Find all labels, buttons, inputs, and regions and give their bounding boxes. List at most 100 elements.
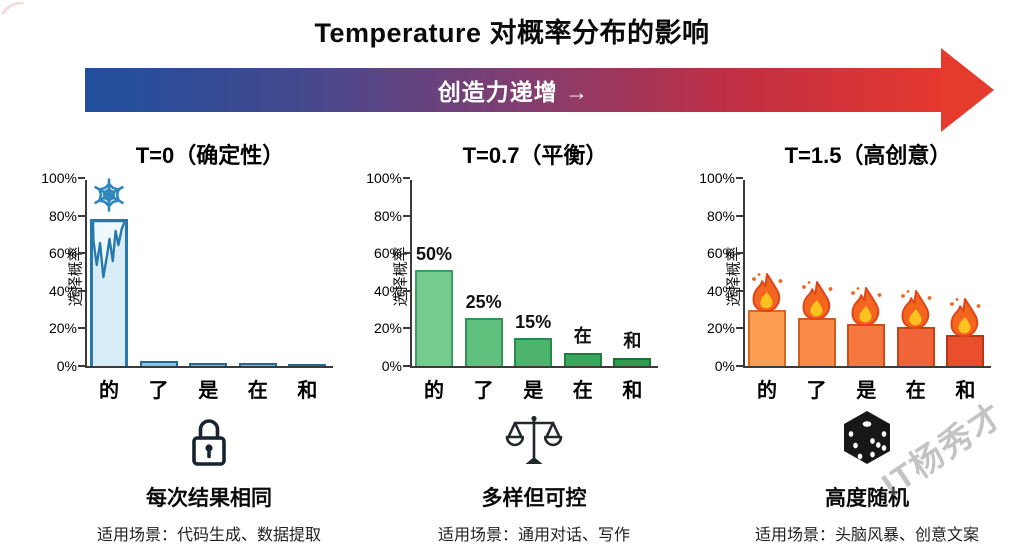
flame-icon: [797, 279, 837, 323]
y-tick-mark: [78, 177, 85, 179]
y-axis-label: 选择概率: [725, 246, 743, 307]
footer-subtitle: 适用场景：头脑风暴、创意文案: [754, 527, 979, 544]
footer-title: 多样但可控: [481, 487, 587, 510]
y-tick-label: 40%: [373, 282, 402, 299]
y-tick-mark: [736, 327, 743, 330]
y-tick-label: 100%: [366, 170, 402, 186]
y-tick-label: 60%: [706, 245, 735, 262]
y-tick-label: 20%: [48, 320, 77, 337]
lock-icon: [39, 404, 379, 470]
x-tick-label: 在: [247, 380, 268, 402]
bar-了: [797, 318, 836, 366]
y-tick-mark: [736, 365, 743, 367]
x-tick-label: 了: [806, 380, 827, 402]
y-tick-mark: [403, 289, 410, 292]
bar-了: [139, 360, 178, 366]
y-tick-label: 0%: [56, 358, 77, 374]
footer-title: 每次结果相同: [146, 487, 272, 510]
y-tick-label: 100%: [41, 170, 77, 186]
y-tick-label: 0%: [714, 358, 735, 374]
y-tick-mark: [403, 327, 410, 330]
y-tick-mark: [403, 365, 410, 367]
x-tick-label: 和: [955, 380, 976, 402]
y-tick-mark: [736, 289, 743, 292]
page-title: Temperature 对概率分布的影响: [314, 18, 710, 48]
y-tick-label: 20%: [706, 320, 735, 337]
y-tick-label: 60%: [48, 245, 77, 262]
chart-title-t15: T=1.5（高创意）: [784, 143, 952, 168]
bar-value-label: 50%: [415, 244, 453, 265]
y-tick-mark: [78, 289, 85, 292]
chart-t07: T=0.7（平衡） 选择概率 100% 80% 60% 40% 20% 0% 的 50% 了 25…: [325, 132, 666, 402]
y-tick-label: 40%: [706, 282, 735, 299]
y-tick-mark: [78, 214, 85, 217]
y-tick-mark: [736, 214, 743, 217]
y-tick-mark: [736, 177, 743, 179]
bar-和: [613, 357, 652, 366]
y-tick-label: 80%: [48, 207, 77, 224]
x-tick-label: 了: [473, 380, 494, 402]
y-tick-mark: [736, 252, 743, 255]
x-tick-label: 和: [622, 380, 643, 402]
bar-在: [896, 327, 935, 366]
chart-plot-t07: 选择概率 100% 80% 60% 40% 20% 0% 的 50% 了 25% 是 15% 在在和和: [366, 170, 658, 402]
footer-subtitle: 适用场景：代码生成、数据提取: [96, 527, 321, 544]
chart-title-t07: T=0.7（平衡）: [462, 143, 608, 168]
x-tick-label: 的: [424, 380, 444, 402]
x-tick-label: 的: [757, 380, 777, 402]
y-tick-mark: [403, 177, 410, 179]
scale-icon: [364, 404, 704, 470]
x-tick-label: 和: [297, 380, 318, 402]
bar-了: [464, 318, 503, 366]
corner-watermark-fragment: [1, 1, 24, 15]
bar-在: [238, 362, 277, 366]
bar-在: [563, 352, 602, 366]
footer-balanced: 多样但可控 适用场景：通用对话、写作: [364, 404, 704, 545]
bar-value-label: 和: [623, 330, 642, 351]
gradient-arrow-bar: [85, 68, 942, 112]
chart-title-t0: T=0（确定性）: [135, 143, 285, 168]
x-tick-label: 是: [198, 380, 219, 402]
y-tick-label: 60%: [373, 245, 402, 262]
x-tick-label: 在: [572, 380, 593, 402]
snowflake-icon: [91, 177, 127, 213]
footer-subtitle: 适用场景：通用对话、写作: [437, 527, 630, 544]
gradient-arrow-head-icon: [941, 48, 994, 132]
x-tick-label: 是: [523, 380, 544, 402]
y-tick-mark: [78, 327, 85, 330]
dice-icon: [697, 404, 1024, 470]
x-tick-label: 是: [856, 380, 877, 402]
bar-是: [189, 362, 228, 366]
chart-plot-t15: 选择概率 100% 80% 60% 40% 20% 0% 的 了 是 在 和: [699, 170, 991, 402]
y-tick-mark: [403, 214, 410, 217]
flame-icon: [747, 271, 787, 315]
flame-icon: [846, 285, 886, 329]
footer-deterministic: 每次结果相同 适用场景：代码生成、数据提取: [39, 404, 379, 545]
y-tick-mark: [403, 252, 410, 255]
x-tick-label: 了: [148, 380, 169, 402]
gradient-arrow-label: 创造力递增 →: [437, 79, 590, 105]
bar-的: [90, 219, 128, 366]
chart-t15: T=1.5（高创意） 选择概率 100% 80% 60% 40% 20% 0% 的 了 是 …: [658, 132, 999, 402]
y-tick-label: 0%: [381, 358, 402, 374]
flame-icon: [945, 296, 985, 340]
x-tick-label: 在: [905, 380, 926, 402]
y-axis-label: 选择概率: [67, 246, 85, 307]
bar-的: [415, 270, 453, 366]
y-tick-label: 100%: [699, 170, 735, 186]
y-tick-label: 80%: [706, 207, 735, 224]
y-tick-label: 80%: [373, 207, 402, 224]
y-tick-label: 40%: [48, 282, 77, 299]
flame-icon: [896, 288, 936, 332]
bar-的: [748, 309, 786, 366]
bar-和: [288, 363, 327, 366]
chart-plot-t0: 选择概率 100% 80% 60% 40% 20% 0% 的 了 是 在 和: [41, 170, 333, 402]
x-tick-label: 的: [99, 380, 119, 402]
bar-是: [847, 323, 886, 366]
y-tick-mark: [78, 252, 85, 255]
bar-value-label: 15%: [515, 311, 552, 332]
bar-value-label: 在: [573, 325, 592, 346]
y-axis-label: 选择概率: [392, 246, 410, 307]
y-tick-mark: [78, 365, 85, 367]
